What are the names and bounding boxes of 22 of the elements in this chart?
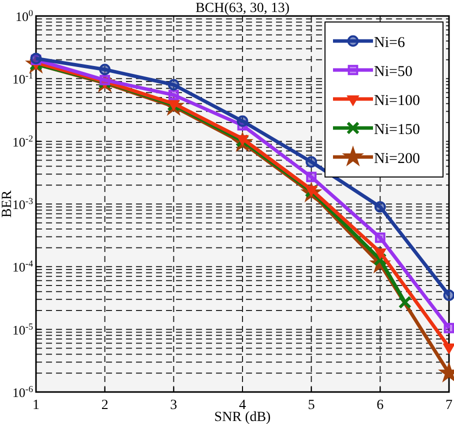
x-axis-title: SNR (dB) — [214, 410, 272, 424]
x-tick-label: 4 — [239, 398, 246, 413]
y-axis-title: BER — [0, 190, 15, 218]
x-tick-label: 2 — [101, 398, 108, 413]
x-tick-label: 7 — [446, 398, 452, 413]
y-tick-label: 10$^{-3}$ — [12, 196, 34, 212]
x-tick-label: 6 — [376, 398, 384, 413]
legend-label: Ni=200 — [374, 151, 420, 167]
y-tick-label: 10$^{-1}$ — [12, 70, 33, 87]
legend-label: Ni=50 — [374, 64, 412, 80]
chart-title: BCH(63, 30, 13) — [195, 1, 290, 16]
legend-label: Ni=100 — [374, 93, 420, 109]
legend-label: Ni=150 — [374, 122, 420, 138]
y-tick-label: 10$^{-2}$ — [12, 133, 34, 150]
x-tick-label: 5 — [308, 398, 315, 413]
y-tick-label: 10$^{-4}$ — [12, 258, 34, 275]
x-tick-label: 3 — [170, 398, 178, 413]
y-tick-label: 10$^{-5}$ — [12, 321, 34, 338]
x-tick-label: 1 — [32, 398, 40, 413]
y-tick-label: 10$^{-6}$ — [12, 384, 34, 400]
y-tick-label: 10$^{0}$ — [15, 8, 34, 24]
legend-label: Ni=6 — [374, 35, 406, 51]
